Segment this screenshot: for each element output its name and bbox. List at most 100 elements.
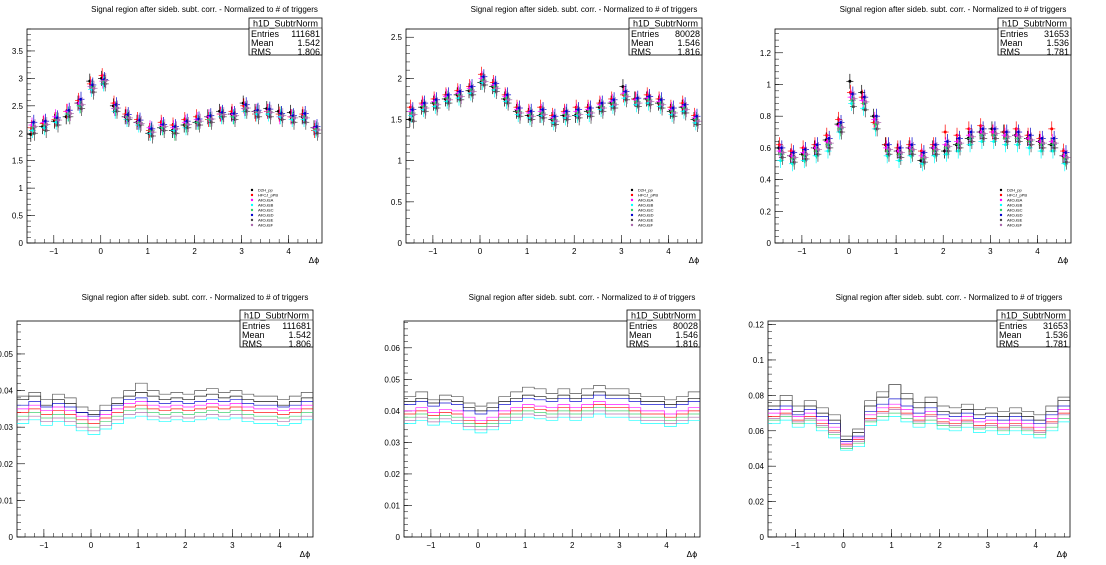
data-point [151,130,155,134]
data-point [625,94,629,98]
series-AllCutsF [404,410,700,431]
data-point [696,122,700,126]
stats-rms-value: 1.816 [677,47,700,57]
y-tick-label: 1.5 [391,116,403,125]
data-point [542,116,546,120]
data-point [1018,135,1022,139]
y-tick-label: 0 [398,239,403,248]
y-tick-label: 0.01 [384,501,400,510]
histogram-line [404,391,700,412]
data-point [1052,136,1056,140]
data-point [186,126,190,130]
series-AllCutsA [768,403,1070,444]
x-tick-label: 4 [1035,247,1040,256]
legend: D2H_ppHFCJ_pPBAllCutsAAllCutsBAllCutsCAl… [250,188,278,228]
data-point [209,120,213,124]
y-tick-label: 2 [19,129,24,138]
series-AllCutsC [768,412,1070,449]
legend-entry: AllCutsF [638,223,654,228]
data-point [316,131,320,135]
stats-entries-value: 111681 [282,321,311,331]
y-tick-label: 0.8 [760,112,772,121]
y-tick-label: 0.04 [748,462,764,471]
chart-title: Signal region after sideb. subt. corr. -… [91,5,318,14]
x-tick-label: 2 [192,247,197,256]
legend-marker [999,203,1003,207]
stats-entries-label: Entries [999,321,1028,331]
data-point [851,92,855,96]
y-tick-label: 0.03 [384,438,400,447]
stats-entries-label: Entries [251,29,280,39]
data-point [852,97,856,101]
series-AllCutsB [408,75,700,131]
stats-entries-value: 31653 [1044,29,1069,39]
series-AllCutsE [778,99,1071,170]
x-tick-label: 1 [136,541,141,550]
data-point [780,155,784,159]
stats-entries-value: 111681 [291,29,320,39]
stats-entries-value: 80028 [673,321,698,331]
data-point [888,147,892,151]
legend-entry: AllCutsF [258,223,274,228]
data-point [80,107,84,111]
data-point [1017,140,1021,144]
stats-mean-value: 1.546 [675,330,698,340]
histogram-line [768,409,1070,448]
legend-entry: D2H_pp [258,188,273,193]
series-AllCutsA [404,401,700,421]
data-point [577,116,581,120]
data-point [873,117,877,121]
series-AllCutsD [404,394,700,415]
data-point [994,132,998,136]
data-point [910,143,914,147]
data-point [840,125,844,129]
legend-marker [250,188,254,192]
data-point [198,119,202,123]
x-tick-label: 4 [286,247,291,256]
stats-rms-label: RMS [631,47,651,57]
data-point [482,83,486,87]
legend-entry: AllCutsD [638,213,654,218]
data-point [956,149,960,153]
histogram-line [768,416,1070,451]
y-tick-label: 0 [396,533,401,542]
data-point [957,136,961,140]
stats-rms-label: RMS [242,339,262,349]
data-point [530,118,534,122]
data-point [408,118,412,122]
data-point [779,159,783,163]
legend-entry: AllCutsB [638,203,654,208]
series-AllCutsB [768,416,1070,451]
legend-entry: AllCutsB [258,203,274,208]
x-tick-label: 3 [988,247,993,256]
data-point [566,114,570,118]
data-point [923,160,926,164]
series-HFCJ_pPB [404,404,700,424]
histogram-line [17,415,313,435]
data-point [804,157,808,161]
x-tick-label: 4 [666,247,671,256]
chart-panel-5: Signal region after sideb. subt. corr. -… [384,293,701,559]
x-tick-label: 4 [277,541,282,550]
legend-entry: AllCutsD [258,213,274,218]
data-point [1028,133,1032,137]
series-AllCutsF [768,409,1070,448]
x-tick-label: 1 [889,541,894,550]
y-tick-label: 0 [767,239,772,248]
data-point [825,133,829,137]
x-tick-label: 0 [89,541,94,550]
x-tick-label: −1 [39,541,49,550]
data-point [542,113,546,117]
data-point [56,123,60,127]
y-tick-label: 0.02 [748,498,764,507]
data-point [554,122,557,126]
chart-panel-2: Signal region after sideb. subt. corr. -… [391,5,703,265]
data-point [269,110,273,114]
data-point [1014,127,1018,131]
histogram-line [404,407,700,427]
data-point [955,133,959,137]
data-point [946,140,950,144]
stats-box-frame [628,17,703,56]
chart-title: Signal region after sideb. subt. corr. -… [840,5,1067,14]
